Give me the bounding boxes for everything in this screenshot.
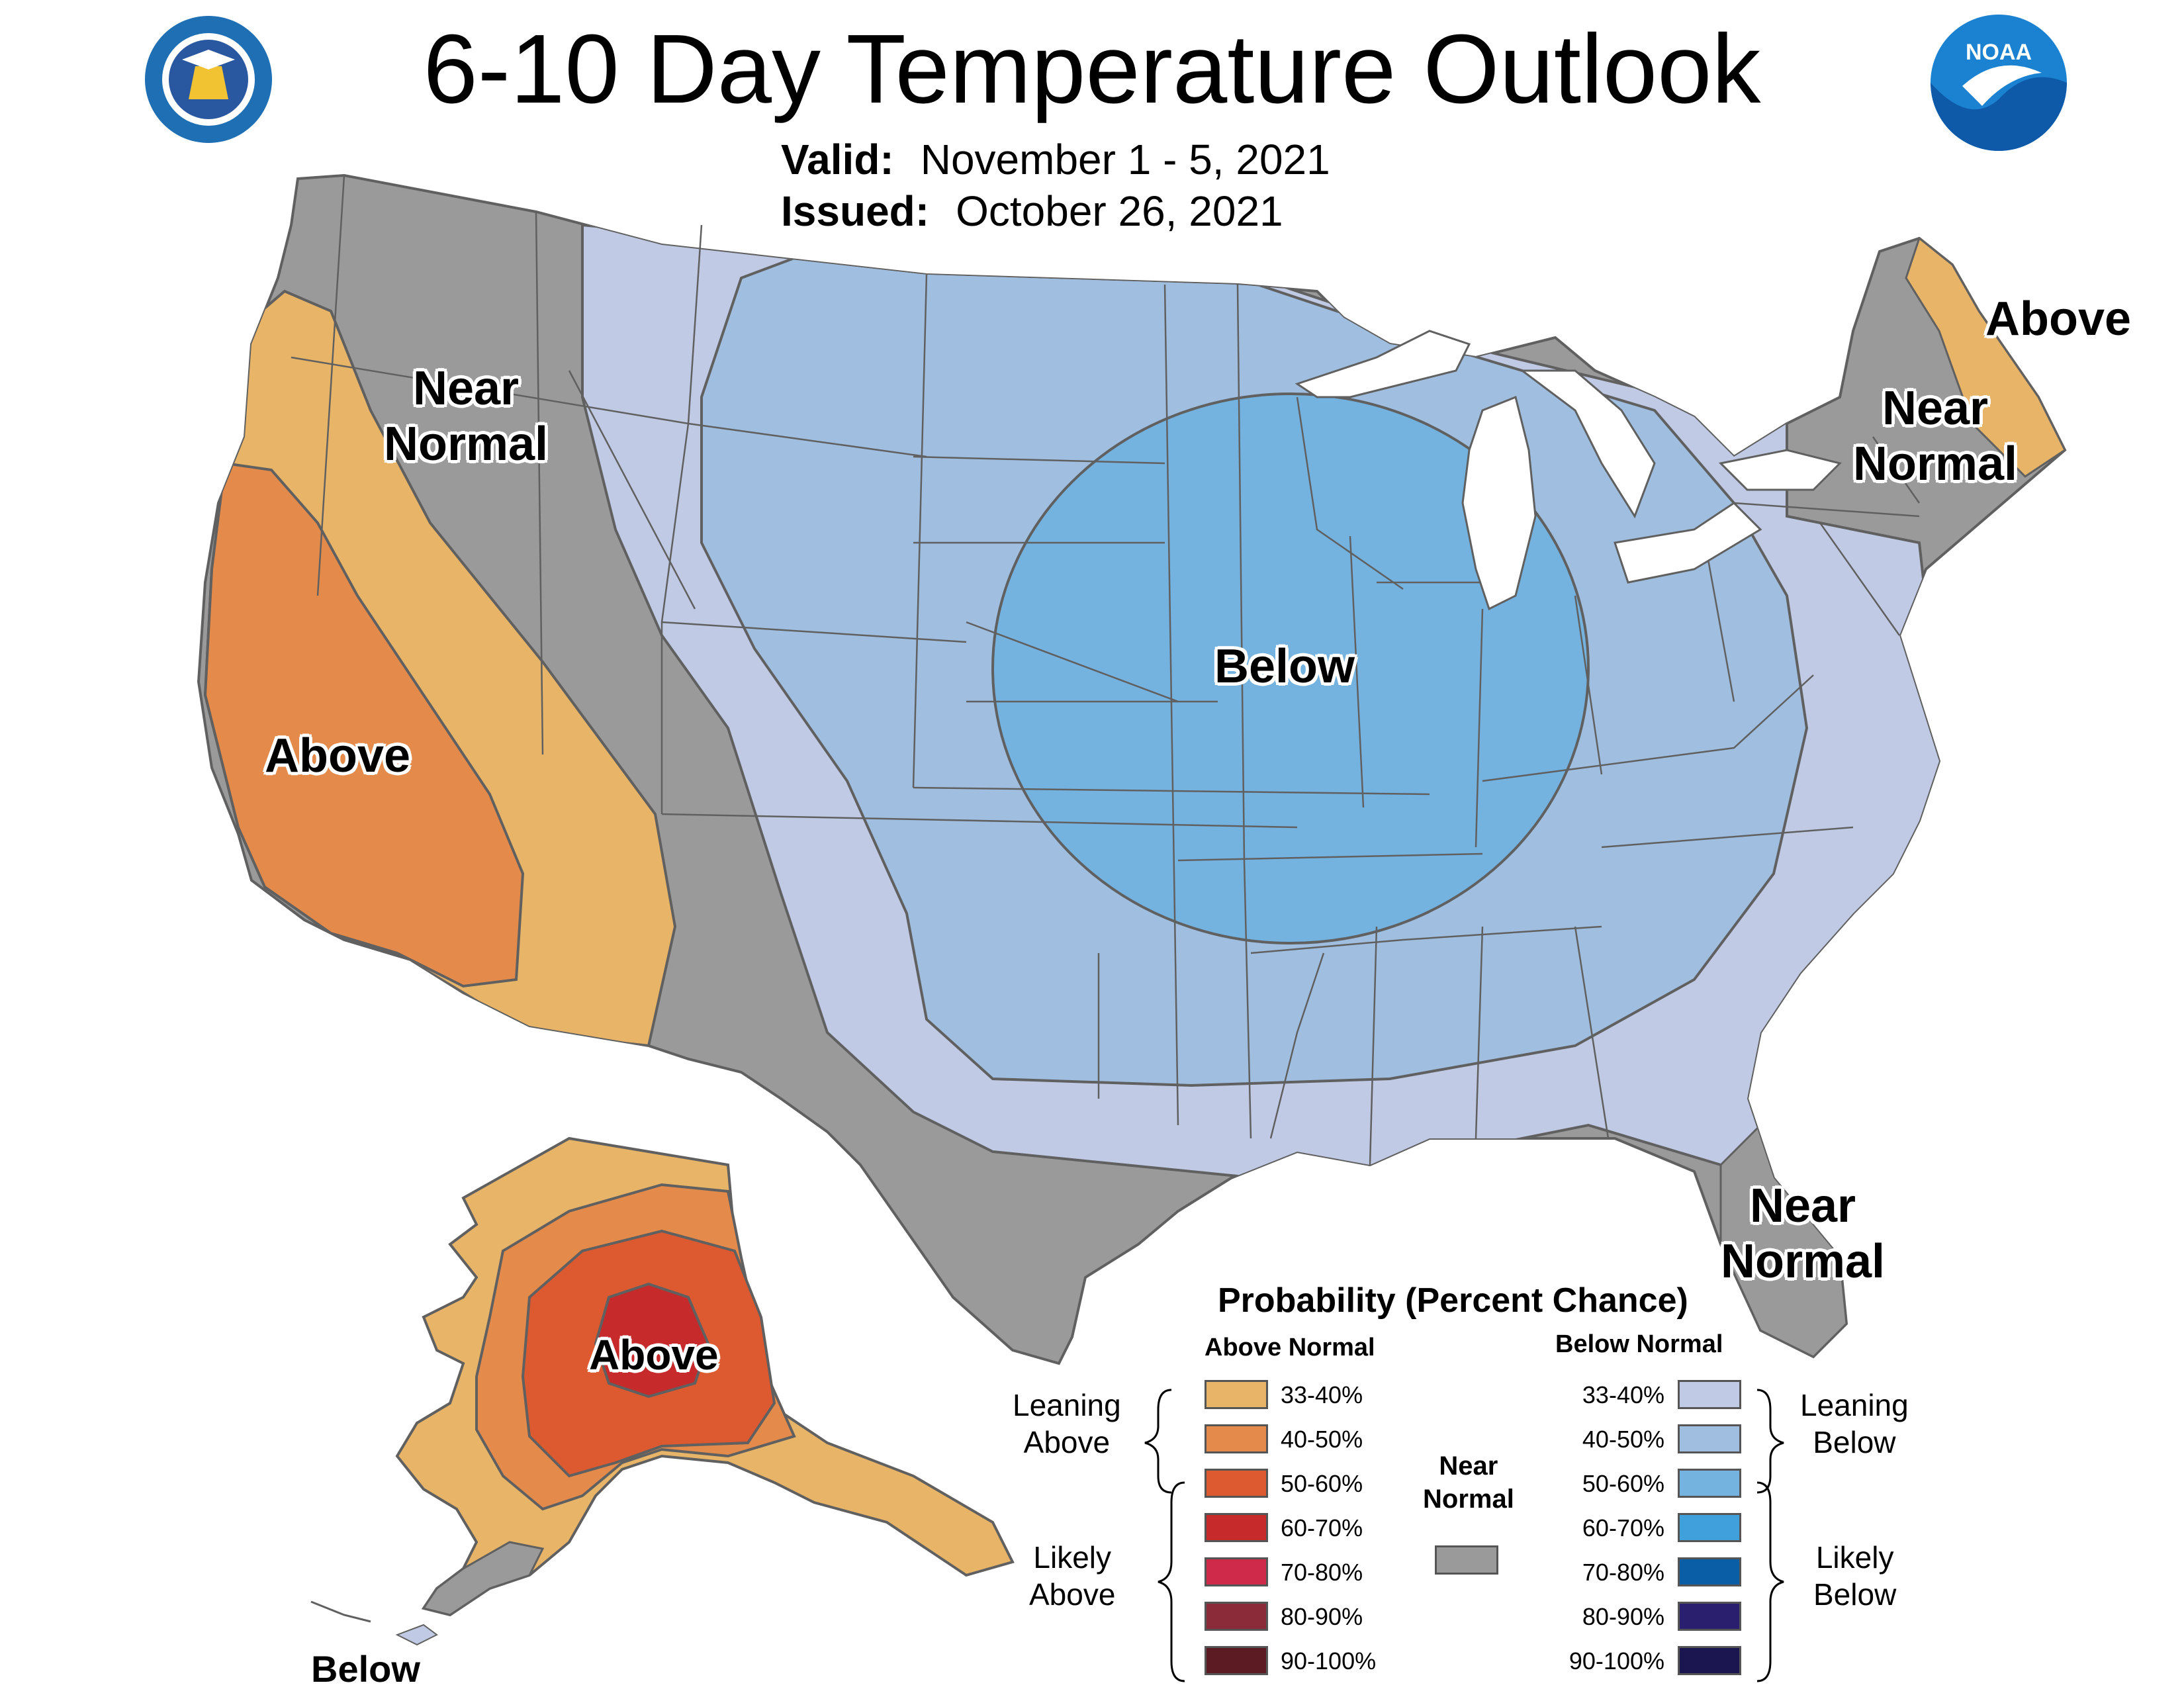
below-label-4: 70-80% [1582, 1559, 1664, 1586]
alaska-near-normal-zone [422, 1541, 545, 1616]
state-boundaries [291, 175, 1921, 1166]
label-fl-near: Near [1749, 1179, 1856, 1232]
below-swatch-5 [1678, 1602, 1741, 1631]
above-label-4: 70-80% [1281, 1559, 1363, 1586]
below-label-1: 40-50% [1582, 1426, 1664, 1453]
label-fl-near-normal: Near Normal [1721, 1178, 1885, 1289]
valid-dates: Valid: November 1 - 5, 2021 [781, 136, 1330, 183]
svg-text:NOAA: NOAA [1966, 40, 2032, 65]
near-normal-line2: Normal [1423, 1485, 1514, 1514]
alaska-above-60-70 [594, 1282, 710, 1399]
label-nw-near: Near [412, 362, 520, 415]
legend-near-normal-swatch [1435, 1545, 1498, 1575]
below-label-5: 80-90% [1582, 1603, 1664, 1630]
label-nw-normal: Normal [384, 418, 549, 471]
alaska-below-zone [395, 1624, 438, 1646]
department-of-commerce-seal [145, 16, 272, 143]
below-swatch-0 [1678, 1380, 1741, 1409]
label-ak-above: Above [589, 1331, 719, 1379]
leaning-above-line2: Above [1023, 1425, 1111, 1459]
near-normal-line1: Near [1439, 1451, 1498, 1481]
valid-value: November 1 - 5, 2021 [920, 136, 1330, 183]
brace-likely-above [1158, 1481, 1185, 1682]
legend-title: Probability (Percent Chance) [1218, 1281, 1688, 1320]
issued-value: October 26, 2021 [956, 187, 1283, 235]
label-nw-near-normal: Near Normal [384, 361, 548, 472]
above-label-2: 50-60% [1281, 1470, 1363, 1497]
above-swatch-3 [1205, 1513, 1268, 1542]
below-swatch-2 [1678, 1469, 1741, 1498]
label-ak-below: Below [311, 1648, 420, 1690]
below-swatch-3 [1678, 1513, 1741, 1542]
likely-below-line1: Likely [1815, 1540, 1894, 1575]
conus-map [197, 173, 2067, 1365]
legend-leaning-below: Leaning Below [1800, 1387, 1909, 1461]
above-label-6: 90-100% [1281, 1647, 1377, 1674]
legend-likely-below: Likely Below [1813, 1539, 1896, 1613]
legend-below-header: Below Normal [1555, 1330, 1723, 1358]
above-swatch-6 [1205, 1646, 1268, 1675]
legend-above-header: Above Normal [1205, 1334, 1375, 1361]
above-swatch-1 [1205, 1424, 1268, 1453]
label-west-above: Above [265, 729, 411, 782]
noaa-logo: NOAA [1931, 15, 2067, 151]
above-swatch-0 [1205, 1380, 1268, 1409]
likely-above-line2: Above [1029, 1577, 1116, 1612]
legend-near-normal: Near Normal [1423, 1449, 1514, 1516]
below-swatch-4 [1678, 1557, 1741, 1586]
below-swatch-6 [1678, 1646, 1741, 1675]
label-fl-normal: Normal [1721, 1235, 1886, 1288]
legend-leaning-above: Leaning Above [1013, 1387, 1121, 1461]
label-ne-above: Above [1985, 293, 2132, 345]
brace-leaning-below [1756, 1389, 1784, 1494]
below-label-3: 60-70% [1582, 1514, 1664, 1541]
brace-leaning-above [1144, 1389, 1172, 1494]
brace-likely-below [1756, 1481, 1784, 1682]
below-label-6: 90-100% [1569, 1647, 1664, 1674]
label-ne-near: Near [1882, 382, 1989, 435]
label-central-below: Below [1214, 640, 1355, 693]
leaning-above-line1: Leaning [1013, 1388, 1121, 1422]
issued-label: Issued: [781, 187, 930, 235]
aleutian-islands [310, 1600, 371, 1623]
leaning-below-line1: Leaning [1800, 1388, 1909, 1422]
likely-below-line2: Below [1813, 1577, 1897, 1612]
above-label-5: 80-90% [1281, 1603, 1363, 1630]
above-maine-zone [1905, 236, 2065, 478]
alaska-map [310, 1136, 1015, 1646]
above-swatch-4 [1205, 1557, 1268, 1586]
above-swatch-5 [1205, 1602, 1268, 1631]
issued-date: Issued: October 26, 2021 [781, 187, 1283, 235]
above-label-1: 40-50% [1281, 1426, 1363, 1453]
leaning-below-line2: Below [1813, 1425, 1896, 1459]
legend-likely-above: Likely Above [1029, 1539, 1115, 1613]
below-50-60-zone [991, 392, 1590, 944]
valid-label: Valid: [781, 136, 894, 183]
great-lakes [1295, 330, 1842, 611]
label-ne-near-normal: Near Normal [1853, 381, 2017, 492]
above-label-3: 60-70% [1281, 1514, 1363, 1541]
likely-above-line1: Likely [1033, 1540, 1112, 1575]
above-40-50-zone [203, 461, 525, 988]
below-swatch-1 [1678, 1424, 1741, 1453]
page-title: 6-10 Day Temperature Outlook [423, 15, 1761, 124]
below-label-0: 33-40% [1582, 1381, 1664, 1408]
label-ne-normal: Normal [1853, 437, 2018, 490]
below-label-2: 50-60% [1582, 1470, 1664, 1497]
above-label-0: 33-40% [1281, 1381, 1363, 1408]
above-swatch-2 [1205, 1469, 1268, 1498]
